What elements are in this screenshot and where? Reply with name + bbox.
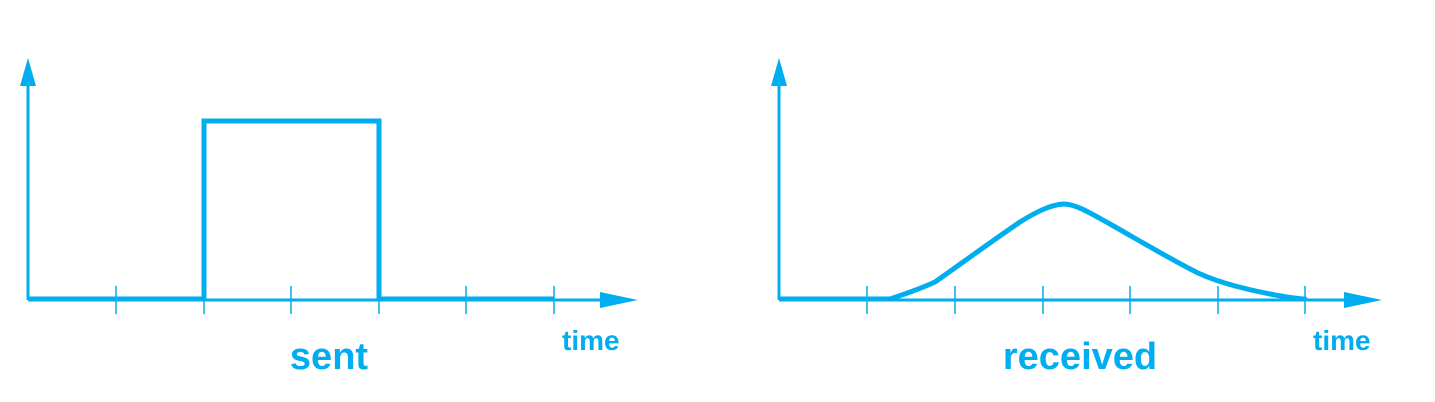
sent-panel: time sent (20, 58, 638, 378)
sent-x-axis-label: time (562, 325, 620, 356)
received-caption: received (1003, 336, 1157, 378)
received-panel: time received (771, 58, 1382, 378)
sent-square-pulse (28, 118, 554, 302)
received-y-axis-arrow (771, 58, 787, 86)
sent-x-axis-arrow (600, 292, 638, 308)
received-smoothed-pulse (887, 201, 1308, 302)
sent-caption: sent (290, 336, 368, 378)
received-x-axis-arrow (1344, 292, 1382, 308)
received-x-axis-label: time (1313, 325, 1371, 356)
sent-y-axis-arrow (20, 58, 36, 86)
received-ticks (866, 286, 1306, 314)
